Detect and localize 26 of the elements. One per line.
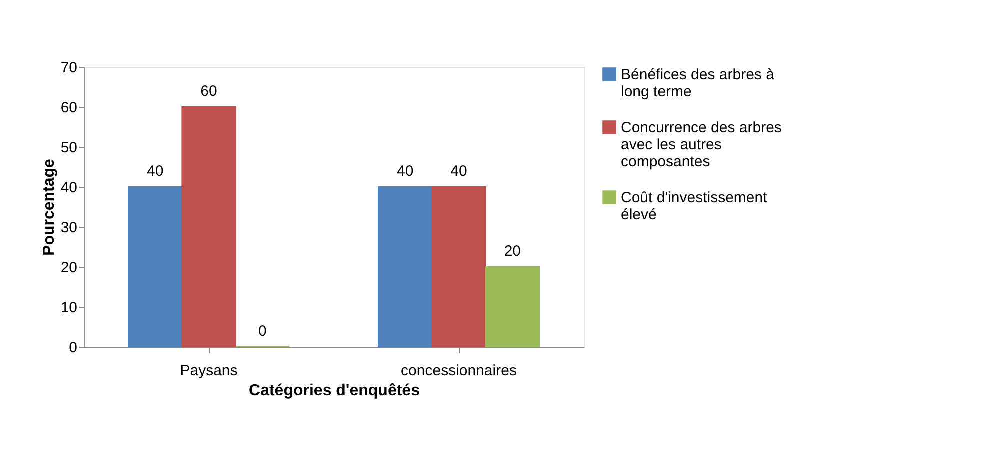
bar [432,186,486,348]
legend-label: Bénéfices des arbres à long terme [621,66,776,100]
y-tick-label: 30 [60,220,78,236]
y-tick-label: 10 [60,300,78,316]
y-tick-label: 40 [60,180,78,196]
legend-label: Concurrence des arbres avec les autres composantes [621,120,782,170]
bar [128,186,183,348]
y-tick-label: 20 [60,260,78,276]
x-tick-label: concessionnaires [401,362,517,380]
y-tick-label: 0 [69,340,78,356]
data-label: 40 [397,163,414,180]
x-tick-label: Paysans [180,362,238,380]
bar [182,106,236,348]
y-tick-label: 70 [60,60,78,76]
bar [378,186,433,348]
bar [485,266,540,348]
data-label: 20 [504,243,521,260]
legend-label: Coût d'investissement élevé [621,190,768,224]
data-label: 40 [147,163,164,180]
y-tick-label: 60 [60,100,78,116]
data-label: 0 [258,323,267,340]
y-axis-title: Pourcentage [40,158,58,256]
y-tick-label: 50 [60,140,78,156]
data-label: 60 [200,83,218,100]
x-axis-title: Catégories d'enquêtés [249,382,420,400]
data-label: 40 [450,163,468,180]
